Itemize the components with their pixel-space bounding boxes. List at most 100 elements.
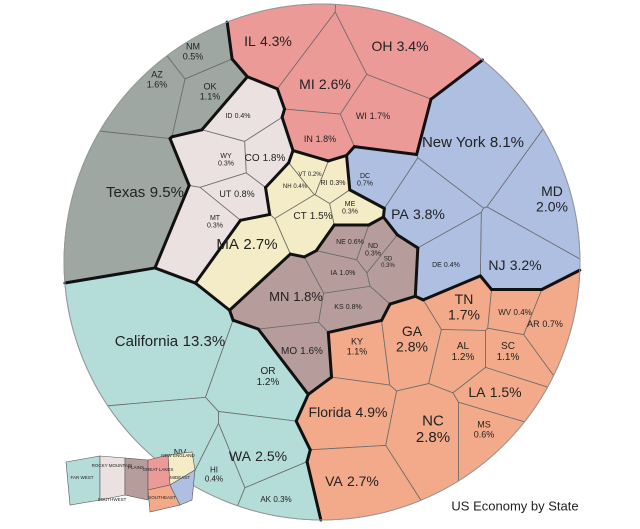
value-label: 13.3% bbox=[183, 333, 226, 350]
state-name: NC bbox=[422, 413, 444, 430]
group-border bbox=[352, 145, 419, 157]
value-label: 1.7% bbox=[448, 306, 480, 322]
state-label: OH 3.4% bbox=[371, 38, 428, 54]
group-border bbox=[280, 115, 295, 153]
value-label: 1.8% bbox=[263, 153, 286, 164]
state-label: UT 0.8% bbox=[219, 189, 254, 199]
state-label: AK 0.3% bbox=[260, 495, 291, 504]
value-label: 2.8% bbox=[396, 338, 428, 354]
group-border bbox=[540, 268, 582, 291]
group-border bbox=[326, 330, 334, 379]
value-label: 2.8% bbox=[416, 429, 450, 446]
state-name: OH bbox=[371, 38, 392, 54]
state-name: DC bbox=[360, 173, 370, 180]
value-label: 0.3% bbox=[342, 209, 358, 216]
value-label: 0.5% bbox=[183, 51, 204, 61]
value-label: 0.3% bbox=[273, 495, 291, 504]
value-label: 4.3% bbox=[260, 33, 292, 49]
group-border bbox=[264, 161, 291, 189]
value-label: 1.5% bbox=[490, 384, 522, 400]
state-label: WI 1.7% bbox=[356, 111, 390, 121]
value-label: 0.7% bbox=[357, 181, 373, 188]
group-border bbox=[478, 274, 494, 291]
state-name: NE bbox=[336, 239, 346, 246]
group-border bbox=[388, 294, 417, 306]
value-label: 0.3% bbox=[365, 251, 381, 258]
value-label: 3.8% bbox=[413, 206, 445, 222]
inset-region bbox=[124, 457, 149, 501]
state-name: ID bbox=[225, 113, 232, 120]
group-border bbox=[228, 308, 235, 322]
group-border bbox=[238, 212, 272, 222]
value-label: 0.3% bbox=[381, 263, 395, 269]
value-label: 0.7% bbox=[542, 319, 563, 329]
value-label: 1.7% bbox=[370, 111, 391, 121]
state-label: IL 4.3% bbox=[244, 33, 292, 49]
value-label: 1.0% bbox=[339, 270, 355, 277]
state-name: Florida bbox=[309, 404, 352, 420]
state-name: ME bbox=[345, 201, 356, 208]
value-label: 3.2% bbox=[510, 257, 542, 273]
state-label: WA 2.5% bbox=[229, 448, 287, 464]
state-name: MT bbox=[210, 215, 221, 222]
state-name: WI bbox=[356, 111, 367, 121]
group-border bbox=[153, 183, 191, 270]
group-border bbox=[326, 318, 384, 334]
group-border bbox=[348, 188, 386, 210]
group-border bbox=[200, 75, 249, 132]
state-name: NH bbox=[283, 184, 292, 190]
group-border bbox=[280, 107, 287, 119]
value-label: 1.1% bbox=[497, 352, 520, 363]
inset-label: SOUTHEAST bbox=[148, 495, 176, 500]
group-border bbox=[294, 419, 312, 452]
group-border bbox=[302, 249, 318, 259]
state-name: IN bbox=[304, 134, 313, 144]
state-name: NV bbox=[174, 447, 187, 457]
inset-label: GREAT LAKES bbox=[143, 467, 174, 472]
state-label: PA 3.8% bbox=[391, 206, 445, 222]
state-label: New York 8.1% bbox=[422, 134, 524, 151]
value-label: 2.7% bbox=[347, 473, 379, 489]
state-name: AZ bbox=[151, 69, 163, 79]
state-label: MI 2.6% bbox=[299, 76, 351, 92]
inset-label: SOUTHWEST bbox=[98, 497, 127, 502]
group-border bbox=[228, 252, 292, 312]
inset-region bbox=[169, 469, 196, 506]
cells bbox=[63, 3, 581, 521]
state-name: California bbox=[115, 333, 179, 350]
value-label: 1.5% bbox=[310, 211, 333, 222]
state-label: IA 1.0% bbox=[331, 270, 356, 277]
inset-label: ROCKY MOUNTAIN bbox=[92, 463, 133, 468]
group-border bbox=[264, 185, 272, 216]
value-label: 0.3% bbox=[207, 223, 223, 230]
value-label: 1.1% bbox=[200, 91, 221, 101]
value-label: 0.6% bbox=[474, 429, 495, 439]
inset-label: PLAINS bbox=[128, 465, 144, 470]
value-label: 1.2% bbox=[452, 352, 475, 363]
value-label: 0.8% bbox=[234, 189, 255, 199]
state-name: AL bbox=[457, 341, 470, 352]
state-label: WV 0.4% bbox=[498, 308, 532, 317]
group-border bbox=[294, 392, 310, 423]
state-cell bbox=[99, 55, 186, 139]
value-label: 0.3% bbox=[330, 180, 346, 187]
state-label: California 13.3% bbox=[115, 333, 225, 350]
state-name: CT bbox=[293, 211, 306, 222]
state-name: SC bbox=[501, 341, 515, 352]
value-label: 3.4% bbox=[397, 38, 429, 54]
group-border bbox=[413, 246, 420, 298]
state-name: NM bbox=[186, 41, 200, 51]
state-label: MA 2.7% bbox=[216, 236, 277, 253]
state-label: CT 1.5% bbox=[293, 211, 332, 222]
group-border bbox=[429, 58, 484, 101]
group-border bbox=[168, 137, 191, 187]
state-name: AR bbox=[527, 319, 540, 329]
value-label: 1.1% bbox=[347, 346, 368, 356]
value-label: 0.6% bbox=[348, 239, 364, 246]
state-label: MN 1.8% bbox=[269, 289, 323, 304]
value-label: 0.4% bbox=[514, 308, 532, 317]
inset-label: FAR WEST bbox=[70, 475, 93, 480]
value-label: 2.7% bbox=[243, 236, 277, 253]
state-name: GA bbox=[402, 323, 423, 339]
